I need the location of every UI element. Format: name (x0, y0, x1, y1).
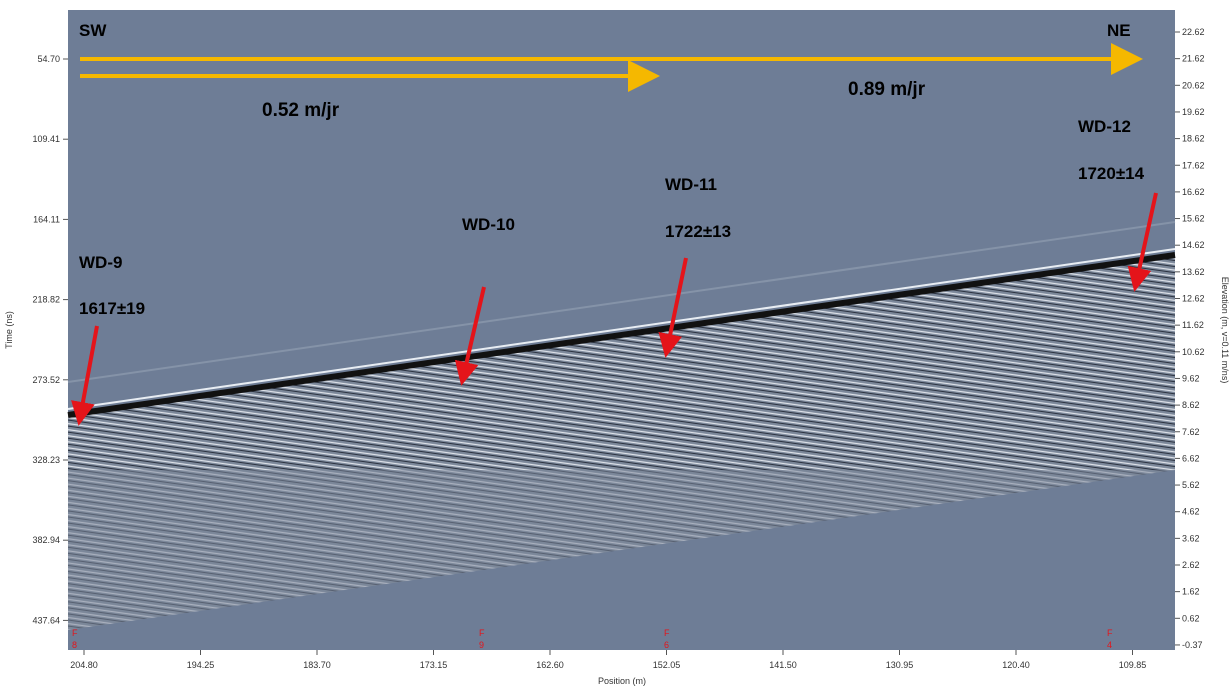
y2-tick-label: 6.62 (1182, 453, 1200, 463)
y2-tick-label: 5.62 (1182, 480, 1200, 490)
y2-tick-label: 4.62 (1182, 507, 1200, 517)
y-tick-label: 218.82 (32, 295, 60, 305)
y2-tick-label: -0.37 (1182, 640, 1203, 650)
sample-name: WD-10 (462, 215, 515, 234)
y2-tick-label: 13.62 (1182, 267, 1205, 277)
x-tick-label: 194.25 (187, 660, 215, 670)
y2-tick-label: 3.62 (1182, 533, 1200, 543)
rate-label: 0.89 m/jr (848, 79, 926, 100)
marker: 4 (1107, 640, 1112, 650)
rate-label: 0.52 m/jr (262, 100, 340, 121)
x-tick-label: 162.60 (536, 660, 564, 670)
reflector (67, 248, 1176, 410)
x-tick-label: 130.95 (886, 660, 914, 670)
y2-tick-label: 22.62 (1182, 27, 1205, 37)
x-tick-label: 109.85 (1119, 660, 1147, 670)
axis-title: Elevation (m, v=0.11 m/ns) (1220, 277, 1229, 384)
y2-tick-label: 9.62 (1182, 373, 1200, 383)
x-tick-label: 120.40 (1002, 660, 1030, 670)
y2-tick-label: 10.62 (1182, 347, 1205, 357)
y-tick-label: 437.64 (32, 615, 60, 625)
sample-age: 1720±14 (1078, 164, 1145, 183)
lower-fill (68, 470, 1175, 650)
y2-tick-label: 19.62 (1182, 107, 1205, 117)
sample-name: WD-12 (1078, 117, 1131, 136)
marker: F (664, 628, 670, 638)
sample-arrows (71, 192, 1158, 426)
y-tick-label: 109.41 (32, 134, 60, 144)
marker: F (479, 628, 485, 638)
y-tick-label: 164.11 (33, 214, 60, 224)
marker: F (1107, 628, 1113, 638)
y-tick-label: 328.23 (32, 455, 60, 465)
marker: 8 (72, 640, 77, 650)
y-tick-label: 382.94 (32, 535, 60, 545)
y2-tick-label: 0.62 (1182, 613, 1200, 623)
y2-tick-label: 15.62 (1182, 214, 1205, 224)
y2-tick-label: 7.62 (1182, 427, 1200, 437)
y2-tick-label: 14.62 (1182, 240, 1205, 250)
y2-tick-label: 12.62 (1182, 294, 1205, 304)
y2-tick-label: 11.62 (1182, 320, 1204, 330)
axis-title: Position (m) (598, 676, 646, 686)
x-tick-label: 141.50 (769, 660, 797, 670)
x-tick-label: 183.70 (303, 660, 331, 670)
x-tick-label: 152.05 (653, 660, 681, 670)
marker: 9 (479, 640, 484, 650)
y2-tick-label: 21.62 (1182, 54, 1205, 64)
marker: 6 (664, 640, 669, 650)
direct-wave (67, 221, 1176, 383)
y2-tick-label: 1.62 (1182, 587, 1200, 597)
y2-tick-label: 17.62 (1182, 160, 1205, 170)
sample-age: 1617±19 (79, 299, 145, 318)
direction: NE (1107, 21, 1131, 40)
y-tick-label: 54.70 (37, 54, 60, 64)
y-tick-label: 273.52 (32, 375, 60, 385)
y2-tick-label: 20.62 (1182, 80, 1205, 90)
sample-name: WD-11 (665, 175, 717, 194)
sample-name: WD-9 (79, 253, 122, 272)
y2-tick-label: 8.62 (1182, 400, 1200, 410)
marker: F (72, 628, 78, 638)
x-tick-label: 204.80 (70, 660, 98, 670)
y2-tick-label: 18.62 (1182, 134, 1205, 144)
reflector (67, 252, 1176, 418)
sample-age: 1722±13 (665, 222, 731, 241)
y2-tick-label: 16.62 (1182, 187, 1205, 197)
axis-title: Time (ns) (4, 311, 14, 349)
x-tick-label: 173.15 (420, 660, 448, 670)
direction: SW (79, 21, 107, 40)
y2-tick-label: 2.62 (1182, 560, 1200, 570)
